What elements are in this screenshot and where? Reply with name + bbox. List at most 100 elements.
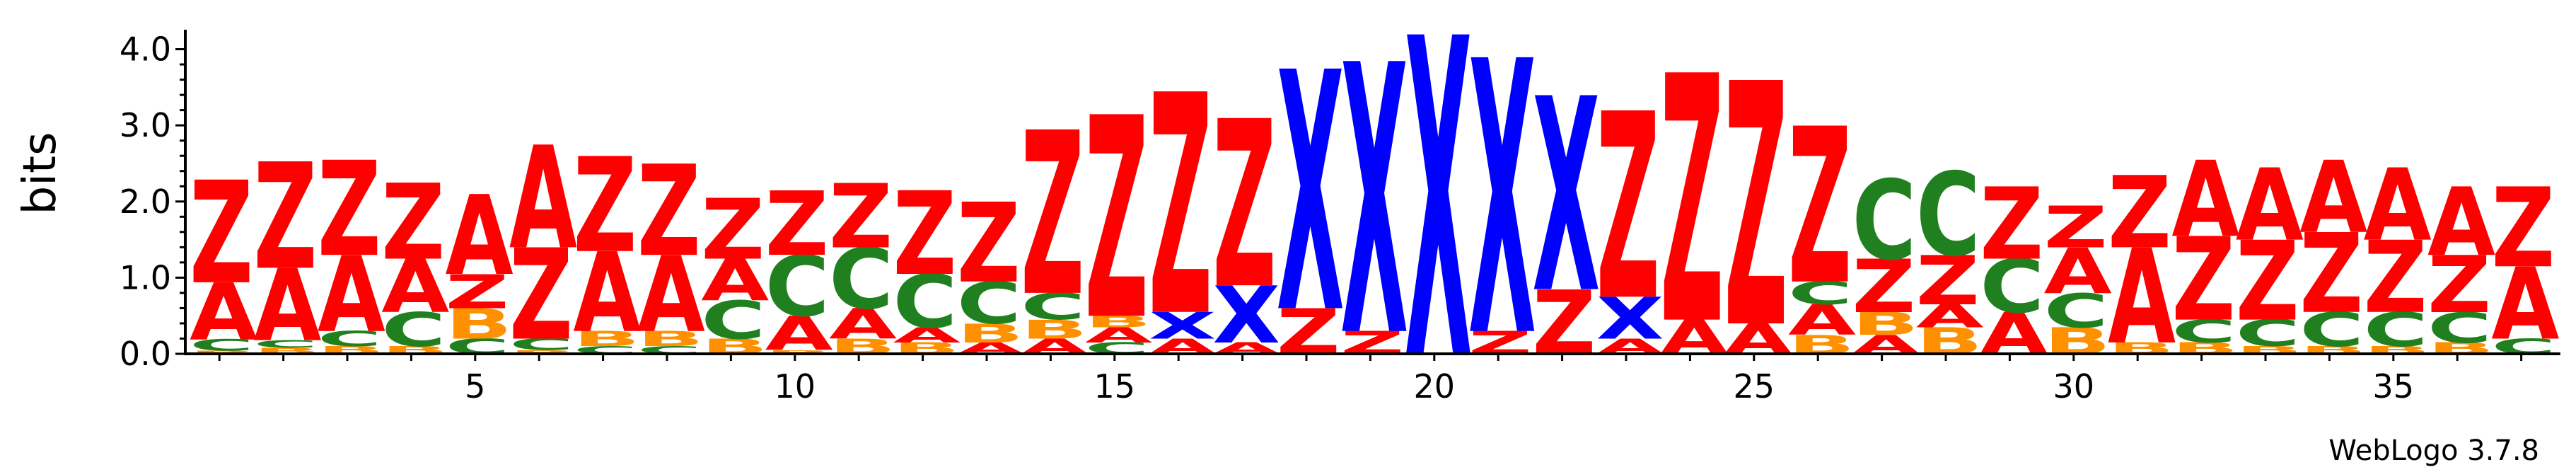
logo-letter-A: A (2044, 236, 2112, 309)
logo-letter-X: X (1596, 285, 1664, 352)
x-tick-label: 30 (2053, 367, 2095, 405)
logo-letter-Z: Z (1277, 297, 1340, 369)
logo-letter-C: C (509, 335, 574, 354)
logo-letter-C: C (765, 238, 830, 335)
y-tick-label: 1.0 (120, 258, 171, 297)
logo-letter-Z: Z (253, 133, 317, 303)
x-axis-ticks: 5 10 15 20 25 30 35 (218, 354, 2523, 405)
logo-letter-A: A (1724, 315, 1792, 364)
logo-column-37: CAZ (2491, 166, 2559, 362)
logo-column-20: X (1405, 0, 1473, 458)
y-tick-label: 0.0 (120, 335, 171, 373)
logo-letter-Z: Z (1788, 84, 1852, 333)
logo-letter-Z: Z (1532, 272, 1596, 375)
logo-letter-X: X (1405, 0, 1473, 458)
logo-letter-A: A (1916, 299, 1984, 335)
logo-letter-C: C (381, 304, 446, 358)
axes: 0.0 1.0 2.0 3.0 4.0 5 10 15 20 25 30 35 bits WebLo… (14, 30, 2560, 467)
logo-letter-A: A (2236, 148, 2304, 263)
logo-letter-C: C (2427, 304, 2492, 352)
logo-letter-C: C (701, 291, 765, 352)
logo-letter-Z: Z (2364, 221, 2427, 336)
x-tick-label: 35 (2373, 367, 2415, 405)
logo-column-21: ZX (1468, 0, 1536, 420)
x-tick-label: 10 (774, 367, 816, 405)
logo-letter-Z: Z (2427, 239, 2491, 330)
logo-column-22: ZX (1532, 43, 1600, 375)
logo-letter-X: X (1532, 43, 1600, 353)
logo-letter-B: B (509, 349, 576, 355)
logo-letter-Z: Z (573, 131, 637, 283)
logo-letter-Z: Z (1149, 33, 1212, 384)
logo-letter-C: C (1852, 158, 1916, 285)
logo-letter-A: A (829, 300, 897, 349)
logo-letter-Z: Z (2108, 156, 2171, 271)
logo-letter-Z: Z (2299, 211, 2363, 338)
logo-letter-B: B (446, 300, 513, 349)
logo-letter-Z: Z (2171, 214, 2235, 347)
logo-letter-Z: Z (2491, 166, 2555, 293)
logo-letter-B: B (1085, 313, 1152, 331)
logo-column-24: AZ (1660, 5, 1728, 401)
logo-letter-C: C (2364, 304, 2428, 358)
logo-letter-A: A (381, 244, 449, 329)
logo-letter-Z: Z (957, 180, 1021, 308)
logo-letter-B: B (957, 318, 1024, 349)
logo-letter-A: A (2299, 141, 2367, 256)
logo-letter-Z: Z (1980, 167, 2043, 282)
logo-letter-C: C (1788, 275, 1852, 311)
logo-letter-B: B (190, 350, 257, 355)
x-tick-label: 15 (1094, 367, 1136, 405)
logo-letter-X: X (1149, 305, 1217, 347)
logo-letter-Z: Z (1212, 72, 1276, 340)
logo-letter-A: A (446, 173, 514, 301)
y-axis-ticks: 0.0 1.0 2.0 3.0 4.0 (120, 30, 185, 373)
logo-letter-X: X (1340, 0, 1408, 419)
logo-letter-Z: Z (446, 265, 509, 320)
logo-column-17: AXZ (1212, 72, 1280, 361)
logo-letter-Z: Z (637, 139, 701, 285)
logo-letter-B: B (573, 327, 640, 351)
logo-letter-X: X (1468, 0, 1536, 420)
logo-letter-B: B (1916, 321, 1983, 363)
y-tick-label: 3.0 (120, 106, 171, 144)
logo-letter-Z: Z (381, 163, 445, 284)
x-tick-label: 5 (465, 367, 485, 405)
logo-letter-C: C (2171, 313, 2236, 350)
logo-letter-A: A (1660, 311, 1728, 365)
y-axis-label: bits (14, 132, 66, 215)
logo-letter-Z: Z (2236, 219, 2299, 346)
logo-column-19: ZX (1340, 0, 1408, 419)
logo-letter-B: B (637, 327, 704, 351)
logo-letter-A: A (573, 230, 641, 357)
logo-column-25: AZ (1724, 15, 1792, 403)
logo-letter-A: A (637, 235, 705, 356)
logo-letter-Z: Z (509, 223, 573, 369)
logo-letter-C: C (318, 327, 382, 351)
logo-letter-A: A (893, 323, 961, 347)
logo-column-16: AXZ (1149, 33, 1217, 384)
logo-letter-C: C (253, 338, 318, 350)
logo-letter-C: C (2044, 284, 2108, 339)
logo-column-18: ZX (1277, 4, 1345, 386)
logo-letter-Z: Z (829, 166, 893, 269)
logo-letter-Z: Z (318, 134, 381, 287)
y-tick-label: 2.0 (120, 183, 171, 221)
logo-letter-Z: Z (1660, 5, 1724, 401)
logo-letter-A: A (2171, 140, 2239, 261)
logo-letter-C: C (190, 336, 254, 355)
